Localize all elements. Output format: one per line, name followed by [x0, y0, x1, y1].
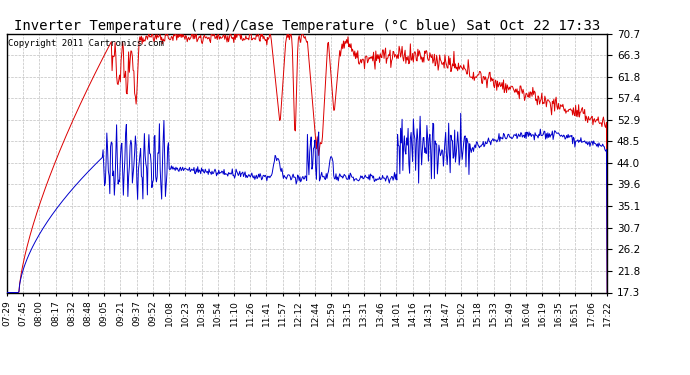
Text: Copyright 2011 Cartronics.com: Copyright 2011 Cartronics.com: [8, 39, 164, 48]
Title: Inverter Temperature (red)/Case Temperature (°C blue) Sat Oct 22 17:33: Inverter Temperature (red)/Case Temperat…: [14, 19, 600, 33]
